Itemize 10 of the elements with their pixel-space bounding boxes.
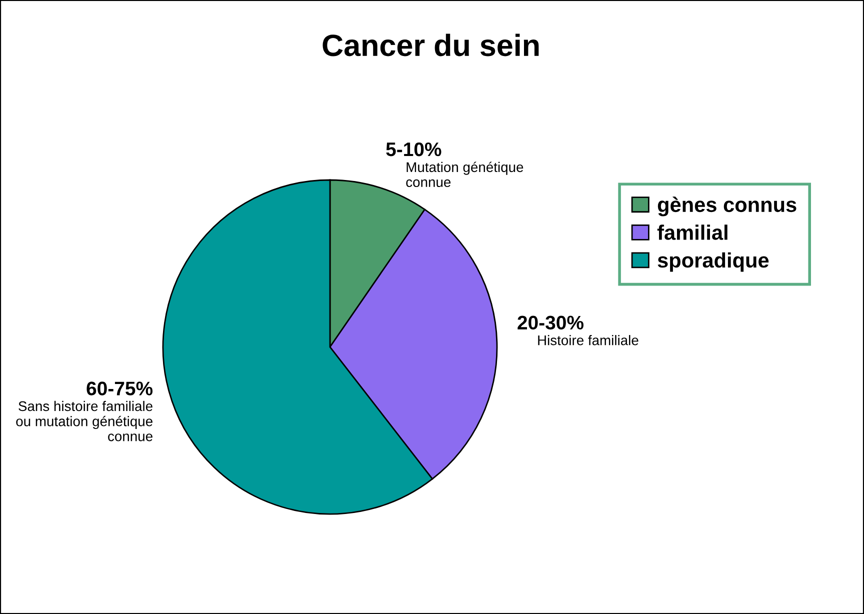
text: Histoire familiale [538,335,638,346]
text: 20-30% [518,316,584,330]
text: Sans histoire familiale ou mutation génétique connue [16,400,152,442]
text: 5-10% [386,142,442,156]
legend-label: gènes connus [658,196,796,216]
legend-label: sporadique [658,252,769,272]
text: Mutation génétique connue [406,162,524,188]
text: 60-75% [86,382,153,396]
legend-label: familial [657,224,728,240]
chart-title: Cancer du sein [322,34,539,56]
